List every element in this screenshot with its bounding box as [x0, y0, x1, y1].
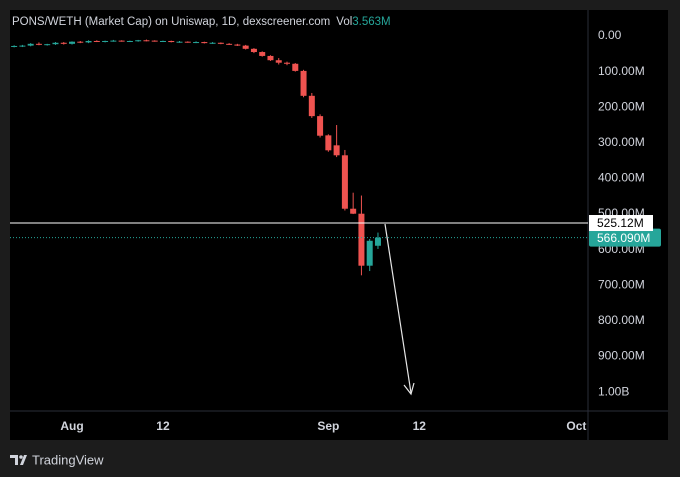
candle-body [317, 116, 324, 136]
candle-body [93, 40, 100, 42]
candle-body [151, 40, 158, 42]
candle-body [234, 44, 241, 46]
candle-body [250, 48, 257, 53]
candle-body [35, 43, 42, 45]
candle-body [19, 45, 26, 47]
tradingview-logo [10, 455, 27, 465]
candle-body [77, 41, 84, 43]
brand: TradingView [32, 452, 104, 467]
candle-body [226, 43, 233, 45]
volume-value: 3.563M [352, 16, 390, 28]
last-price-label: 566.090M [597, 231, 650, 245]
volume-label: Vol [336, 16, 352, 28]
candle-body [201, 42, 208, 44]
marks [11, 39, 381, 276]
candle-body [11, 45, 18, 47]
candle-body [284, 62, 291, 64]
candle-body [168, 40, 175, 43]
candle-body [341, 155, 348, 209]
candle-body [27, 43, 34, 46]
candle-body [259, 52, 266, 56]
candle-body [118, 40, 125, 42]
x-tick-label: Oct [566, 419, 586, 433]
candle-body [184, 41, 191, 43]
y-tick-label: 400.00M [598, 171, 645, 185]
y-tick-label: 200.00M [598, 99, 645, 113]
candle-body [159, 40, 166, 42]
candle-body [242, 45, 249, 49]
candle-body [193, 42, 200, 44]
candle-body [300, 70, 307, 96]
y-tick-label: 900.00M [598, 349, 645, 363]
candle-body [135, 40, 142, 42]
candle-body [85, 40, 92, 43]
y-tick-label: 800.00M [598, 313, 645, 327]
chart-panel [10, 10, 668, 440]
candle-body [102, 40, 109, 42]
title-text: PONS/WETH (Market Cap) on Uniswap, 1D, d… [12, 16, 330, 28]
candle-body [143, 40, 150, 42]
y-tick-label: 700.00M [598, 277, 645, 291]
candle-body [209, 42, 216, 44]
candle-body [275, 60, 282, 63]
candle-body [325, 135, 332, 151]
candle-body [217, 42, 224, 44]
y-tick-label: 100.00M [598, 64, 645, 78]
candle-body [69, 41, 76, 44]
candle-body [52, 42, 59, 45]
price-line-label: 525.12M [597, 216, 644, 230]
candle-body [44, 44, 51, 46]
y-tick-label: 0.00 [598, 28, 622, 42]
x-tick-label: Aug [60, 419, 83, 433]
candle-body [350, 208, 357, 214]
x-tick-label: 12 [413, 419, 427, 433]
price-line-box [589, 215, 653, 232]
x-tick-label: Sep [317, 419, 339, 433]
chart-title: PONS/WETH (Market Cap) on Uniswap, 1D, d… [12, 16, 391, 28]
candle-body [374, 237, 381, 246]
candle-body [267, 55, 274, 61]
candle-body [358, 213, 365, 266]
candle-body [110, 40, 117, 42]
y-tick-label: 1.00B [598, 384, 629, 398]
y-tick-label: 300.00M [598, 135, 645, 149]
candle-body [60, 42, 67, 44]
last-price-box [589, 228, 661, 247]
candle-body [126, 40, 133, 42]
candle-body [176, 41, 183, 43]
candle-body [333, 145, 340, 156]
arrow-line [384, 223, 412, 394]
candle-body [292, 63, 299, 71]
x-tick-label: 12 [156, 419, 170, 433]
arrow-head [403, 382, 415, 396]
candle-body [308, 95, 315, 117]
candle-body [366, 240, 373, 266]
